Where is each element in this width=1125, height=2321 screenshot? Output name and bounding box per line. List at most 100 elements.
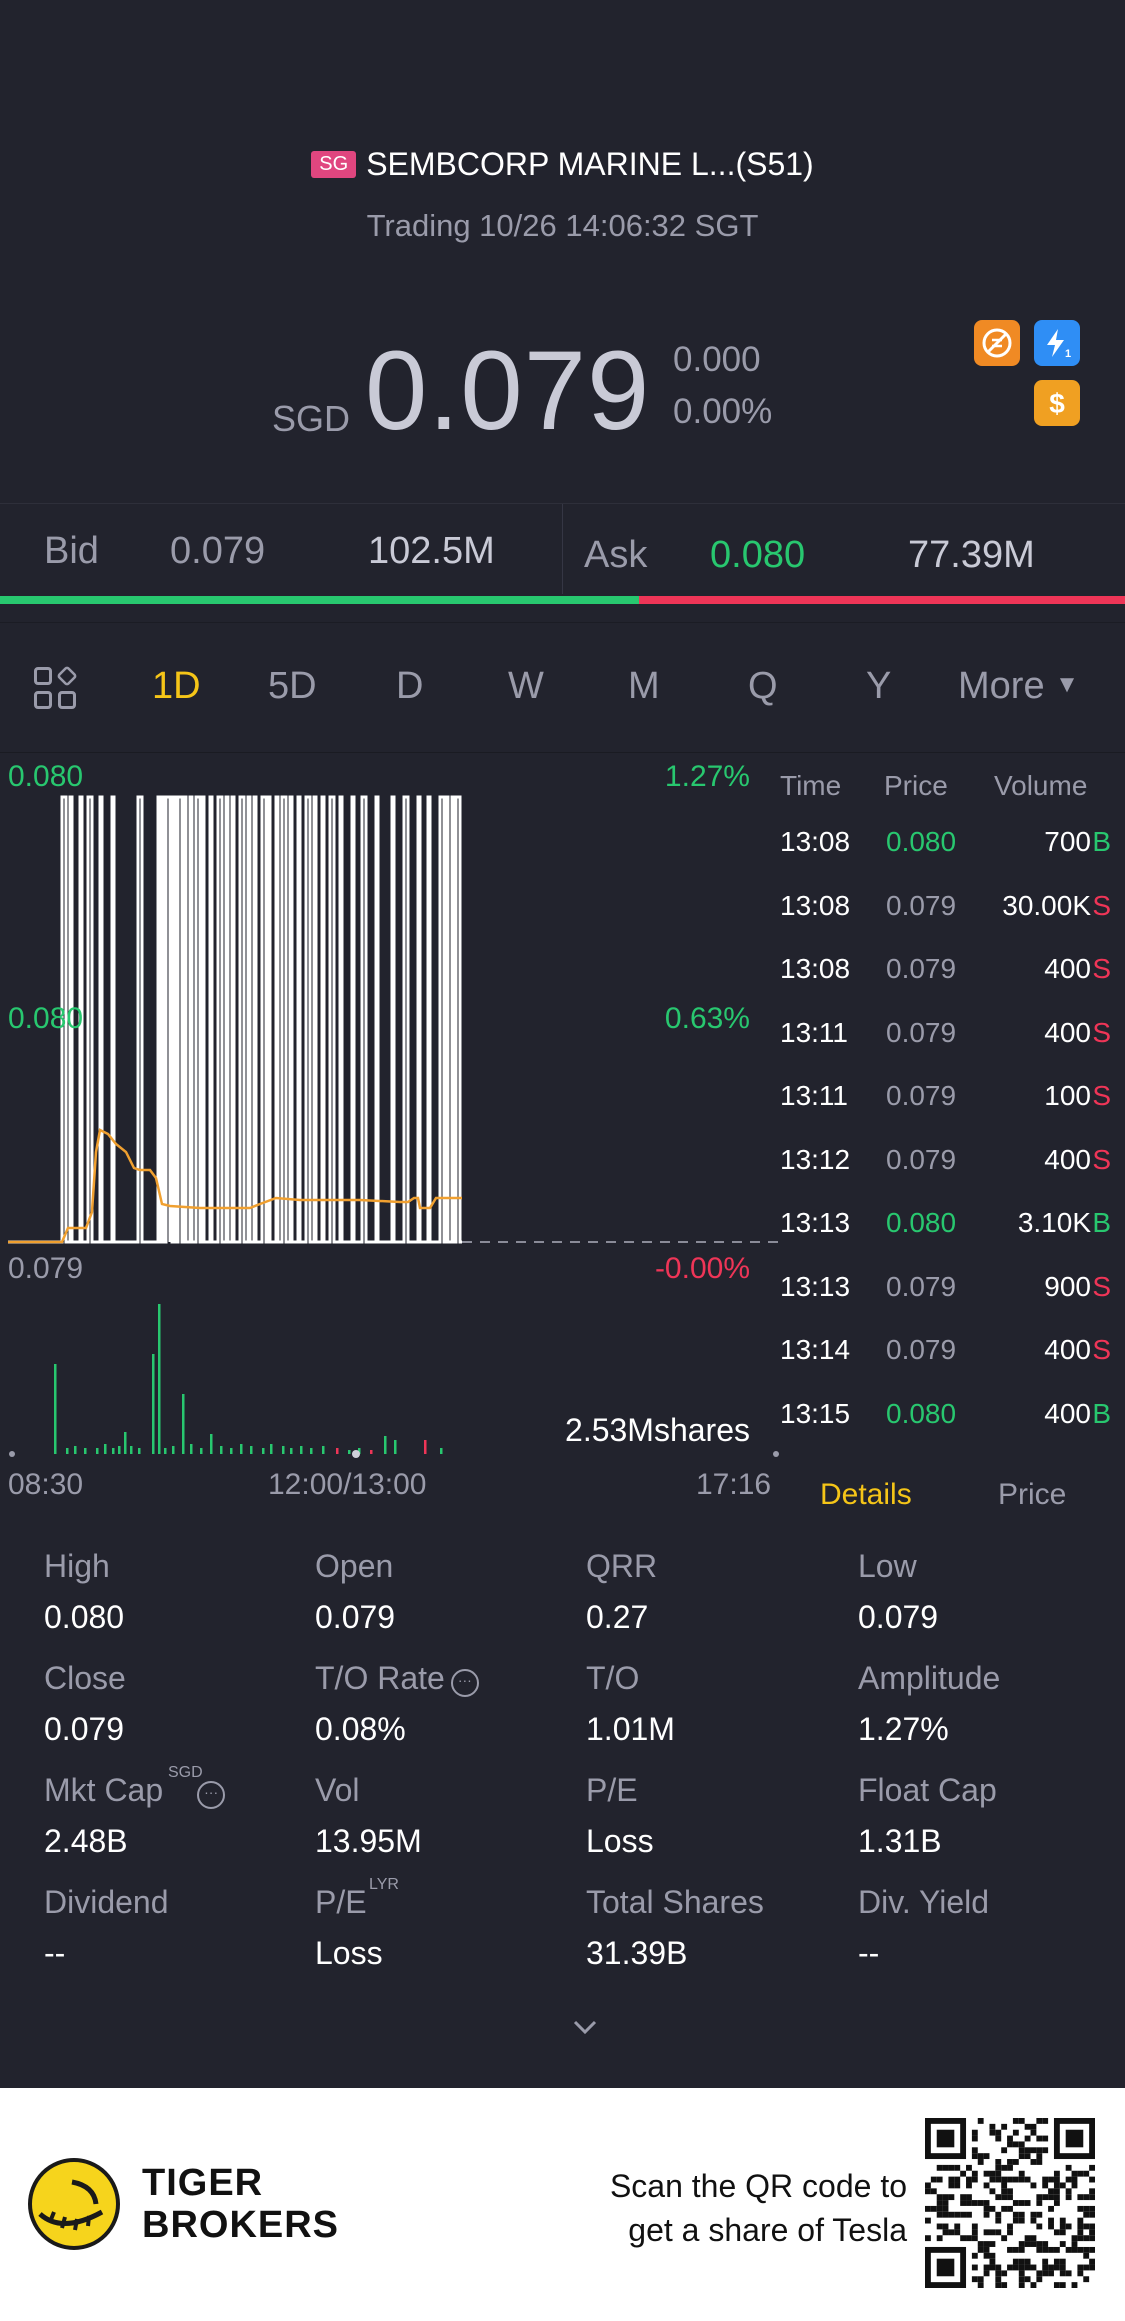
volume-bar: [54, 1364, 57, 1454]
trade-row: 13:08 0.079 30.00K S: [780, 890, 1125, 930]
brand-line-2: BROKERS: [142, 2204, 340, 2246]
trade-side: S: [1092, 1080, 1111, 1111]
trade-panel-tabs: Details Price: [780, 1478, 1125, 1528]
grid-layout-icon[interactable]: [34, 665, 78, 711]
expand-chevron-icon[interactable]: [570, 2012, 600, 2042]
axis-dot: [773, 1451, 779, 1457]
stat-item: Open 0.079: [315, 1548, 575, 1636]
trade-price: 0.079: [886, 1143, 957, 1175]
volume-bar: [182, 1394, 185, 1454]
period-tabs: 1D 5D D W M Q Y More ▼: [0, 622, 1125, 752]
stat-label: Total Shares: [586, 1884, 764, 1920]
trade-time: 13:11: [780, 1080, 848, 1111]
tab-details[interactable]: Details: [820, 1478, 912, 1511]
trade-time: 13:11: [780, 1016, 848, 1048]
volume-total-label: 2.53Mshares: [565, 1412, 750, 1448]
svg-text:1: 1: [1065, 348, 1071, 360]
tab-more[interactable]: More ▼: [958, 665, 1079, 708]
promo-line-1: Scan the QR code to: [609, 2168, 907, 2204]
volume-bar: [200, 1448, 203, 1454]
volume-bar: [124, 1432, 127, 1454]
bid-volume: 102.5M: [368, 530, 495, 572]
trades-header-time: Time: [780, 770, 842, 801]
tiger-logo-icon: [28, 2158, 120, 2250]
trade-price: 0.079: [886, 889, 957, 921]
stat-label: P/E: [586, 1772, 638, 1808]
trade-volume: 400: [1044, 953, 1091, 984]
promo-text: Scan the QR code to get a share of Tesla: [610, 2164, 907, 2252]
stat-label: Close: [44, 1660, 126, 1696]
trade-price: 0.079: [886, 953, 957, 984]
trade-time: 13:08: [780, 826, 851, 857]
tab-m[interactable]: M: [628, 665, 660, 707]
volume-bar: [104, 1444, 107, 1454]
qr-code: [925, 2118, 1095, 2288]
stat-label: High: [44, 1548, 110, 1584]
stat-item: P/E LYR Loss: [315, 1876, 575, 1972]
stat-label: P/E LYR: [315, 1876, 399, 1920]
volume-bar: [370, 1450, 373, 1454]
no-short-sell-icon[interactable]: [974, 320, 1020, 366]
brand-line-1: TIGER: [142, 2162, 264, 2204]
promo-footer: TIGER BROKERS Scan the QR code to get a …: [0, 2088, 1125, 2321]
volume-bar: [220, 1446, 223, 1454]
price-change: 0.000: [673, 340, 761, 379]
stat-item: T/O Rate ··· 0.08%: [315, 1660, 575, 1748]
stat-label: T/O Rate: [315, 1660, 445, 1696]
tab-price[interactable]: Price: [998, 1478, 1067, 1511]
tab-5d[interactable]: 5D: [268, 665, 317, 707]
stat-value: 31.39B: [586, 1935, 688, 1971]
stat-value: 13.95M: [315, 1823, 422, 1859]
bid-price: 0.079: [170, 530, 266, 572]
trade-row: 13:08 0.080 700 B: [780, 826, 1125, 866]
ask-price: 0.080: [710, 534, 806, 576]
trade-volume: 400: [1044, 1334, 1091, 1365]
volume-bar: [336, 1448, 339, 1454]
tab-y[interactable]: Y: [866, 665, 892, 707]
volume-bar: [384, 1436, 387, 1454]
tab-d[interactable]: D: [396, 665, 424, 707]
stat-label: Vol: [315, 1772, 360, 1808]
stat-item: Mkt Cap SGD ··· 2.48B: [44, 1764, 304, 1860]
stat-label: Float Cap: [858, 1772, 997, 1808]
volume-bar: [130, 1446, 133, 1454]
intraday-chart[interactable]: 0.080 0.080 0.079 1.27% 0.63% -0.00% 2.5…: [0, 752, 780, 1512]
y-label-top: 0.080: [8, 760, 84, 793]
stat-item: High 0.080: [44, 1548, 304, 1636]
trade-time: 13:08: [780, 889, 851, 921]
volume-bar: [348, 1450, 351, 1454]
stat-label: Low: [858, 1548, 917, 1584]
pct-label-mid: 0.63%: [664, 1002, 750, 1035]
trade-volume: 30.00K: [1002, 889, 1091, 921]
stat-value: 1.01M: [586, 1711, 675, 1747]
price-change-pct: 0.00%: [673, 392, 773, 431]
stat-label: T/O: [586, 1660, 640, 1696]
volume-bar: [190, 1444, 193, 1454]
x-label-close: 17:16: [696, 1468, 772, 1501]
stat-item: Float Cap 1.31B: [858, 1772, 1118, 1860]
stat-label: Dividend: [44, 1884, 169, 1920]
volume-bar: [322, 1446, 325, 1454]
info-icon[interactable]: ···: [197, 1781, 226, 1809]
trade-side: S: [1092, 1143, 1111, 1175]
tab-w[interactable]: W: [508, 665, 544, 707]
x-label-lunch: 12:00/13:00: [268, 1468, 427, 1501]
price-line: [8, 795, 462, 1244]
dollar-icon[interactable]: $: [1034, 380, 1080, 426]
tab-q[interactable]: Q: [748, 665, 778, 707]
stat-value: 2.48B: [44, 1823, 128, 1859]
flash-level1-icon[interactable]: 1: [1034, 320, 1080, 366]
last-price: 0.079: [365, 328, 651, 453]
trade-side: S: [1092, 1016, 1111, 1048]
tab-more-label: More: [958, 665, 1045, 707]
info-icon[interactable]: ···: [450, 1669, 479, 1697]
ask-label: Ask: [584, 534, 648, 576]
stat-label: Div. Yield: [858, 1884, 990, 1920]
volume-bar: [282, 1446, 285, 1454]
bid-ask-panel: Bid 0.079 102.5M Ask 0.080 77.39M: [0, 503, 1125, 603]
stat-item: QRR 0.27: [586, 1548, 846, 1636]
tab-1d[interactable]: 1D: [152, 665, 201, 707]
trade-price: 0.080: [886, 1207, 957, 1238]
stat-label: Mkt Cap SGD: [44, 1764, 203, 1808]
trade-time: 13:14: [780, 1334, 851, 1365]
